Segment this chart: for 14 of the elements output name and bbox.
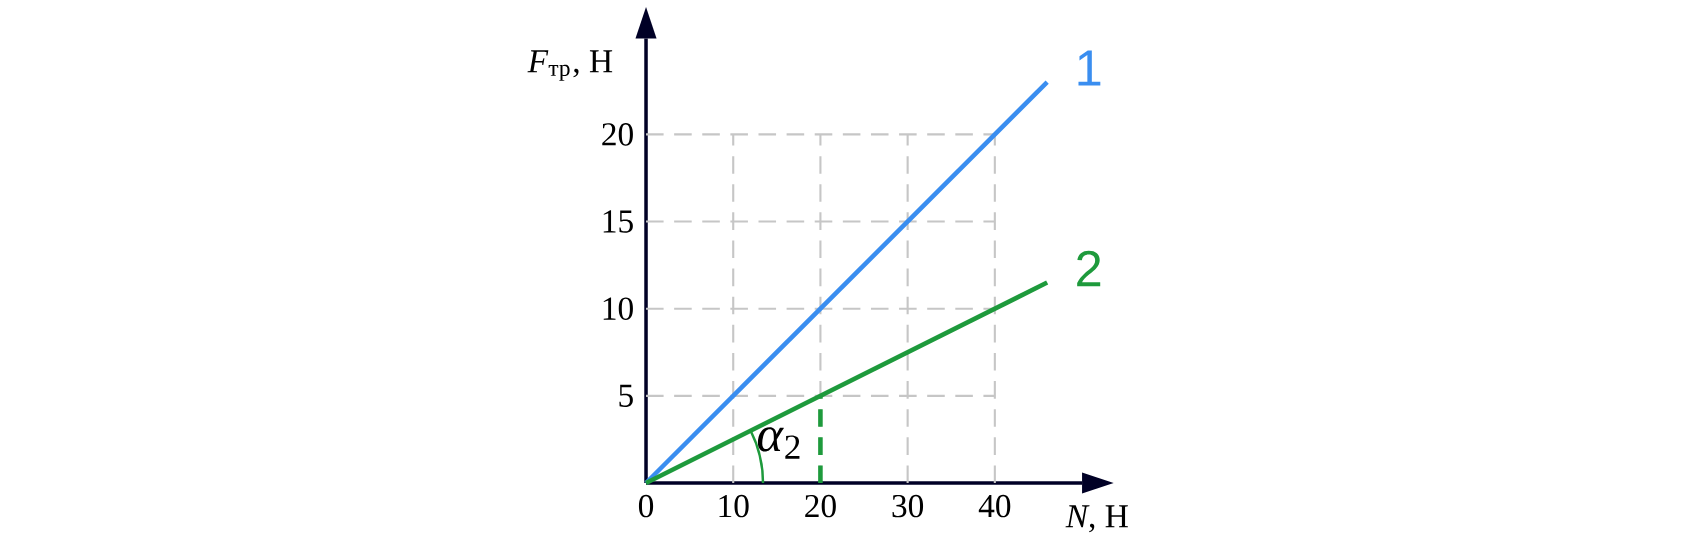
- x-tick-label: 30: [892, 494, 924, 518]
- y-tick-label: 15: [603, 210, 633, 233]
- x-tick-label: 0: [638, 494, 654, 518]
- y-axis-title: F$_{тр}$, Н: [527, 50, 613, 81]
- y-tick-label: 20: [602, 123, 633, 146]
- series-label: 1: [1078, 50, 1101, 86]
- x-tick-label: 10: [719, 494, 749, 518]
- series-label: 2: [1077, 250, 1101, 287]
- x-tick-label: 40: [978, 494, 1011, 518]
- annotation: α$_{2}$: [757, 427, 800, 459]
- x-tick-label: 20: [805, 494, 836, 518]
- x-axis-title: N, Н: [1065, 505, 1128, 533]
- y-tick-label: 10: [603, 297, 633, 320]
- y-tick-label: 5: [619, 384, 633, 407]
